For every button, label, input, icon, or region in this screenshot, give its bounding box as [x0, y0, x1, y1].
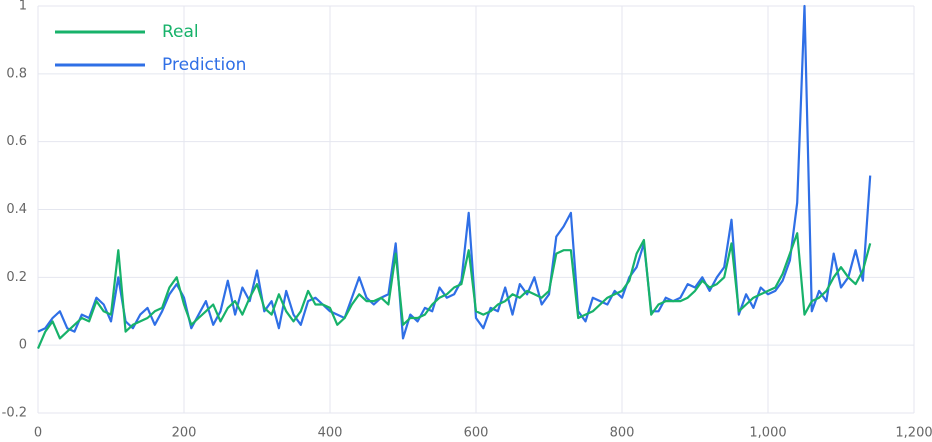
series-line [36, 232, 872, 350]
y-tick-label: 1 [19, 0, 27, 14]
x-tick-label: 200 [172, 426, 197, 441]
x-tick-label: 800 [610, 426, 635, 441]
y-tick-label: 0.2 [6, 270, 27, 285]
y-tick-label: 0.6 [6, 134, 27, 149]
y-tick-label: 0.4 [6, 202, 27, 217]
x-tick-label: 600 [464, 426, 489, 441]
legend-label: Real [162, 22, 199, 42]
series-line [37, 4, 872, 340]
y-tick-label: -0.2 [2, 406, 27, 421]
y-tick-label: 0.8 [6, 66, 27, 81]
x-tick-label: 1,000 [749, 426, 786, 441]
x-tick-label: 1,200 [895, 426, 932, 441]
x-tick-label: 0 [34, 426, 42, 441]
x-tick-label: 400 [318, 426, 343, 441]
y-tick-label: 0 [19, 338, 27, 353]
legend-label: Prediction [162, 55, 246, 75]
